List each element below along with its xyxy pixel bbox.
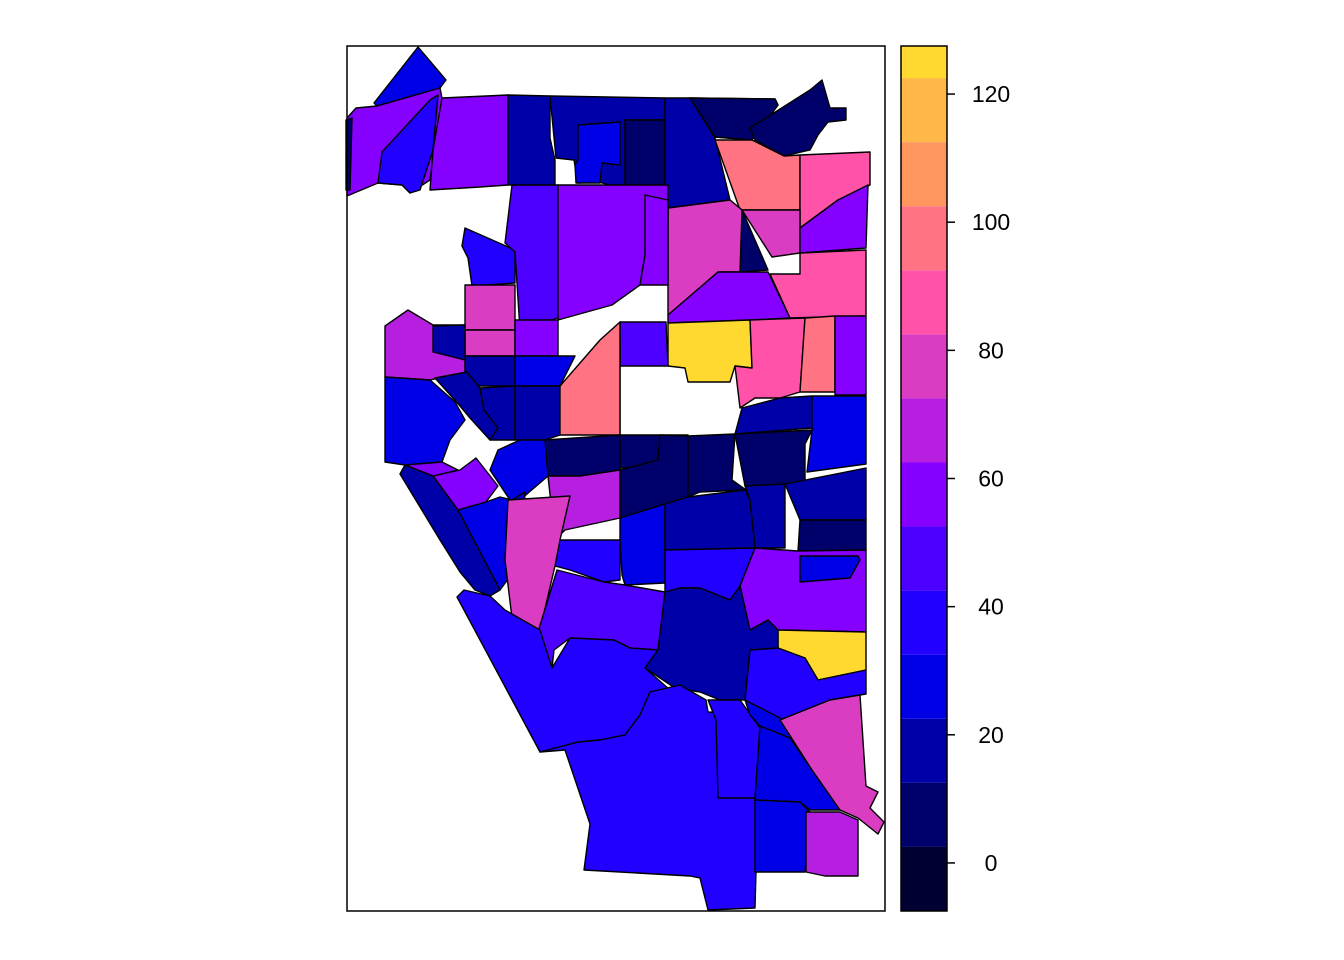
legend-tick-label: 80 xyxy=(978,337,1004,363)
map-region xyxy=(464,329,516,357)
map-region xyxy=(399,464,501,597)
legend-swatch xyxy=(901,590,947,655)
map-region xyxy=(384,376,466,466)
map-region xyxy=(834,315,867,396)
map-region xyxy=(797,519,867,552)
legend-swatch xyxy=(901,654,947,719)
map-region xyxy=(734,429,813,487)
legend-swatch xyxy=(901,142,947,207)
legend-swatch xyxy=(901,398,947,463)
legend-swatch xyxy=(901,270,947,335)
legend-swatch xyxy=(901,718,947,783)
map-region xyxy=(639,194,669,286)
map-region xyxy=(744,483,786,549)
legend-swatches xyxy=(901,46,947,911)
map-region xyxy=(799,555,861,583)
map-region xyxy=(544,434,621,477)
map-region xyxy=(799,315,836,393)
legend-tick-label: 0 xyxy=(985,850,998,876)
map-region xyxy=(514,385,561,441)
legend-swatch xyxy=(901,526,947,591)
map-region xyxy=(464,284,516,331)
map-region xyxy=(754,799,811,873)
map-region xyxy=(806,395,867,473)
legend-ticks: 0 20 40 60 80 100 120 xyxy=(947,81,1010,876)
legend-tick-label: 40 xyxy=(978,594,1004,620)
legend-swatch xyxy=(901,46,947,79)
map-region xyxy=(779,694,885,835)
legend-tick-label: 100 xyxy=(972,209,1010,235)
map-region xyxy=(489,439,549,501)
map-region xyxy=(514,319,559,357)
legend-tick-label: 20 xyxy=(978,722,1004,748)
legend-swatch xyxy=(901,782,947,847)
legend-tick-label: 120 xyxy=(972,81,1010,107)
legend-swatch xyxy=(901,78,947,143)
map-regions xyxy=(345,46,885,911)
map-region xyxy=(507,94,556,186)
legend-swatch xyxy=(901,206,947,271)
map-region xyxy=(554,321,621,436)
map-region xyxy=(432,324,466,361)
map-region xyxy=(619,321,669,367)
map-region xyxy=(624,119,666,186)
legend-swatch xyxy=(901,846,947,911)
map-region xyxy=(805,811,859,877)
map-region xyxy=(619,503,666,586)
map-region xyxy=(504,495,571,631)
legend-swatch xyxy=(901,334,947,399)
legend-swatch xyxy=(901,462,947,527)
color-legend: 0 20 40 60 80 100 120 xyxy=(900,45,1010,912)
legend-tick-label: 60 xyxy=(978,466,1004,492)
map-region xyxy=(574,121,621,184)
map-region xyxy=(429,94,509,191)
map-region xyxy=(799,184,869,254)
map-frame xyxy=(346,45,886,912)
